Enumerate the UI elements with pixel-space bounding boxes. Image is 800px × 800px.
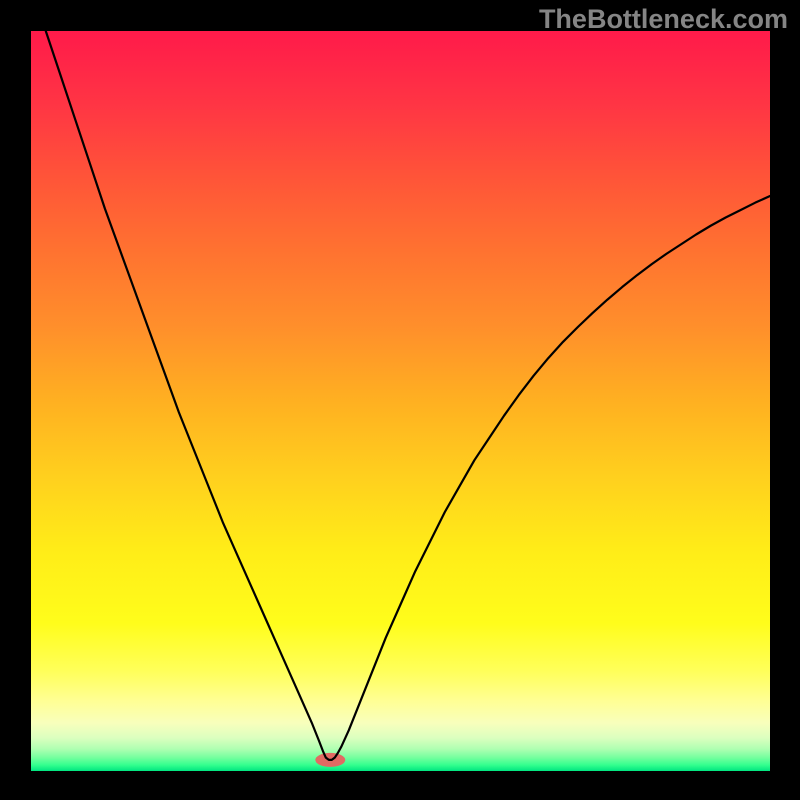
frame-left — [0, 0, 31, 800]
watermark-text: TheBottleneck.com — [539, 4, 788, 35]
plot-background — [31, 31, 770, 771]
bottleneck-chart — [0, 0, 800, 800]
frame-right — [770, 0, 800, 800]
frame-bottom — [0, 771, 800, 800]
